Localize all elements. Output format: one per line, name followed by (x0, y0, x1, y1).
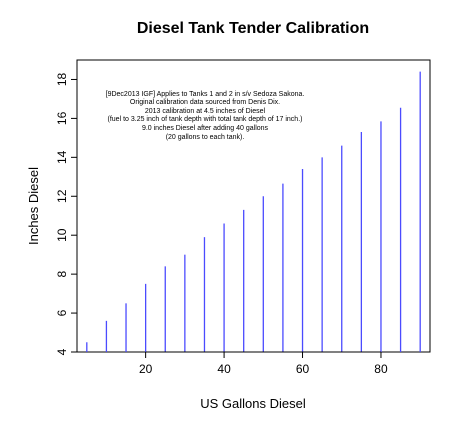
x-tick-label: 80 (374, 362, 388, 376)
x-tick-label: 20 (139, 362, 153, 376)
y-tick-label: 14 (55, 150, 69, 164)
annotation-line-6: (20 gallons to each tank). (166, 134, 245, 141)
y-axis: 4 6 8 10 12 14 16 18 (55, 72, 78, 355)
x-axis-label: US Gallons Diesel (200, 396, 306, 411)
bar-series (86, 71, 421, 352)
annotation-line-1: [9Dec2013 IGF] Applies to Tanks 1 and 2 … (106, 91, 305, 98)
y-tick-label: 18 (55, 72, 69, 86)
annotation-line-2: Original calibration data sourced from D… (130, 99, 280, 106)
annotation-line-3: 2013 calibration at 4.5 inches of Diesel (145, 108, 266, 115)
x-tick-label: 40 (217, 362, 231, 376)
annotation-line-5: 9.0 inches Diesel after adding 40 gallon… (142, 125, 269, 132)
x-axis: 20 40 60 80 (139, 351, 388, 376)
annotation: [9Dec2013 IGF] Applies to Tanks 1 and 2 … (106, 91, 305, 141)
y-tick-label: 10 (55, 228, 69, 242)
y-tick-label: 8 (55, 270, 69, 277)
chart-title: Diesel Tank Tender Calibration (137, 20, 369, 37)
annotation-line-4: (fuel to 3.25 inch of tank depth with to… (108, 116, 303, 123)
y-tick-label: 4 (55, 348, 69, 355)
y-axis-label: Inches Diesel (26, 167, 41, 245)
y-tick-label: 6 (55, 309, 69, 316)
y-tick-label: 12 (55, 189, 69, 203)
y-tick-label: 16 (55, 111, 69, 125)
x-tick-label: 60 (296, 362, 310, 376)
